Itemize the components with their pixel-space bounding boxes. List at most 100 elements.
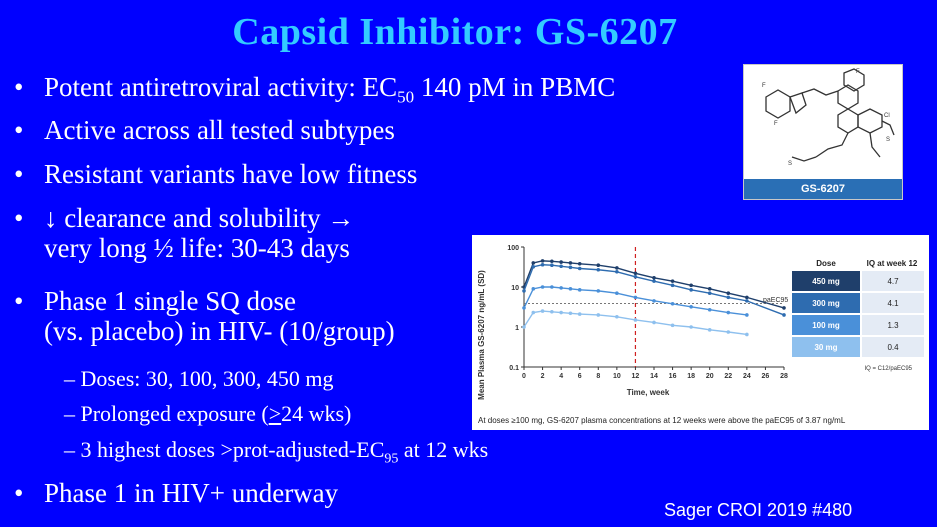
molecule-label: GS-6207	[744, 179, 902, 199]
slide-credit: Sager CROI 2019 #480	[664, 500, 853, 520]
data-point	[596, 267, 601, 272]
series-line-30-mg	[523, 310, 747, 336]
data-point	[577, 262, 582, 266]
table-iq-cell	[862, 293, 924, 313]
data-point	[707, 307, 712, 312]
data-point	[531, 261, 536, 265]
data-point	[782, 306, 786, 310]
data-point	[596, 289, 601, 293]
x-tick-label: 0	[522, 373, 526, 380]
data-point	[550, 285, 554, 289]
series-line-300-mg	[523, 264, 785, 316]
table-iq-value: 1.3	[887, 321, 899, 330]
data-point	[596, 263, 601, 268]
data-point	[577, 266, 582, 271]
molecule-drawing: F F F Cl S S	[762, 68, 895, 167]
graph-footnote: At doses ≥100 mg, GS-6207 plasma concent…	[478, 416, 846, 425]
data-point	[689, 304, 693, 309]
table-header-bg	[792, 255, 929, 269]
bullet-clearance: • ↓ clearance and solubility → very long …	[14, 203, 355, 263]
data-point	[745, 295, 749, 300]
data-point	[550, 259, 554, 264]
data-point	[568, 261, 573, 265]
data-point	[568, 265, 573, 270]
table-iq-cell	[862, 337, 924, 357]
data-point	[745, 332, 749, 337]
x-tick-label: 12	[632, 373, 640, 380]
data-point	[689, 283, 693, 288]
data-point	[550, 309, 554, 314]
svg-text:F: F	[762, 83, 766, 89]
data-point	[707, 328, 712, 332]
table-dose-label: 30 mg	[814, 343, 837, 352]
data-point	[670, 323, 675, 328]
x-tick-label: 16	[669, 373, 677, 380]
data-point	[726, 291, 731, 295]
data-point	[726, 310, 731, 315]
bullet-phase1-dose: • Phase 1 single SQ dose (vs. placebo) in…	[14, 286, 395, 346]
y-tick-label: 100	[507, 245, 519, 252]
y-tick-label: 1	[515, 325, 519, 332]
table-header-dose: Dose	[816, 259, 836, 268]
data-point	[652, 279, 656, 283]
table-header-iq: IQ at week 12	[867, 259, 918, 268]
x-tick-label: 20	[706, 373, 714, 380]
data-point	[531, 310, 536, 315]
data-point	[577, 288, 582, 292]
data-point	[652, 275, 656, 280]
data-point	[689, 325, 693, 329]
data-point	[670, 283, 675, 288]
x-tick-label: 18	[687, 373, 695, 380]
data-point	[707, 291, 712, 295]
data-point	[559, 286, 563, 290]
y-tick-label: 0.1	[509, 365, 519, 372]
x-axis-label: Time, week	[627, 388, 670, 397]
svg-text:Cl: Cl	[884, 113, 890, 119]
molecule-structure: F F F Cl S S GS-6207	[743, 64, 903, 200]
sub-bullet-doses: – Doses: 30, 100, 300, 450 mg	[64, 366, 334, 391]
paec-label: paEC95	[763, 297, 788, 304]
svg-text:F: F	[774, 121, 778, 127]
table-dose-label: 450 mg	[812, 277, 840, 286]
data-point	[522, 325, 526, 329]
iq-note: IQ = C12/paEC95	[864, 366, 912, 372]
bullet-antiretroviral: • Potent antiretroviral activity: EC50 14…	[14, 72, 616, 107]
pk-chart: Mean Plasma GS-6207 ng/mL (SD) Time, wee…	[477, 245, 929, 425]
data-point	[745, 299, 749, 303]
svg-text:S: S	[886, 137, 890, 143]
svg-text:S: S	[788, 161, 792, 167]
x-tick-label: 22	[724, 373, 732, 380]
table-dose-cell	[792, 271, 860, 291]
data-point	[568, 287, 573, 291]
right-arrow-icon: →	[327, 203, 355, 233]
data-point	[633, 271, 638, 276]
table-iq-value: 4.7	[887, 277, 899, 286]
x-tick-label: 4	[559, 373, 563, 380]
data-point	[550, 263, 554, 268]
data-point	[670, 302, 675, 306]
data-point	[531, 264, 536, 269]
x-tick-label: 14	[650, 373, 658, 380]
data-point	[670, 279, 675, 283]
series-line-100-mg	[523, 286, 747, 316]
data-point	[726, 295, 731, 300]
data-point	[531, 287, 536, 291]
data-point	[540, 262, 545, 267]
data-point	[522, 289, 526, 293]
data-point	[615, 269, 619, 274]
data-point	[633, 274, 638, 279]
x-tick-label: 24	[743, 373, 751, 380]
data-point	[540, 259, 545, 263]
data-point	[559, 264, 563, 269]
data-point	[568, 311, 573, 316]
svg-text:F: F	[856, 69, 860, 75]
x-tick-label: 6	[578, 373, 582, 380]
y-tick-label: 10	[511, 285, 519, 292]
x-tick-label: 8	[596, 373, 600, 380]
slide-title: Capsid Inhibitor: GS-6207	[232, 11, 678, 53]
data-point	[689, 288, 693, 292]
table-dose-cell	[792, 315, 860, 335]
data-point	[652, 320, 656, 325]
x-tick-label: 28	[780, 373, 788, 380]
data-point	[633, 318, 638, 322]
